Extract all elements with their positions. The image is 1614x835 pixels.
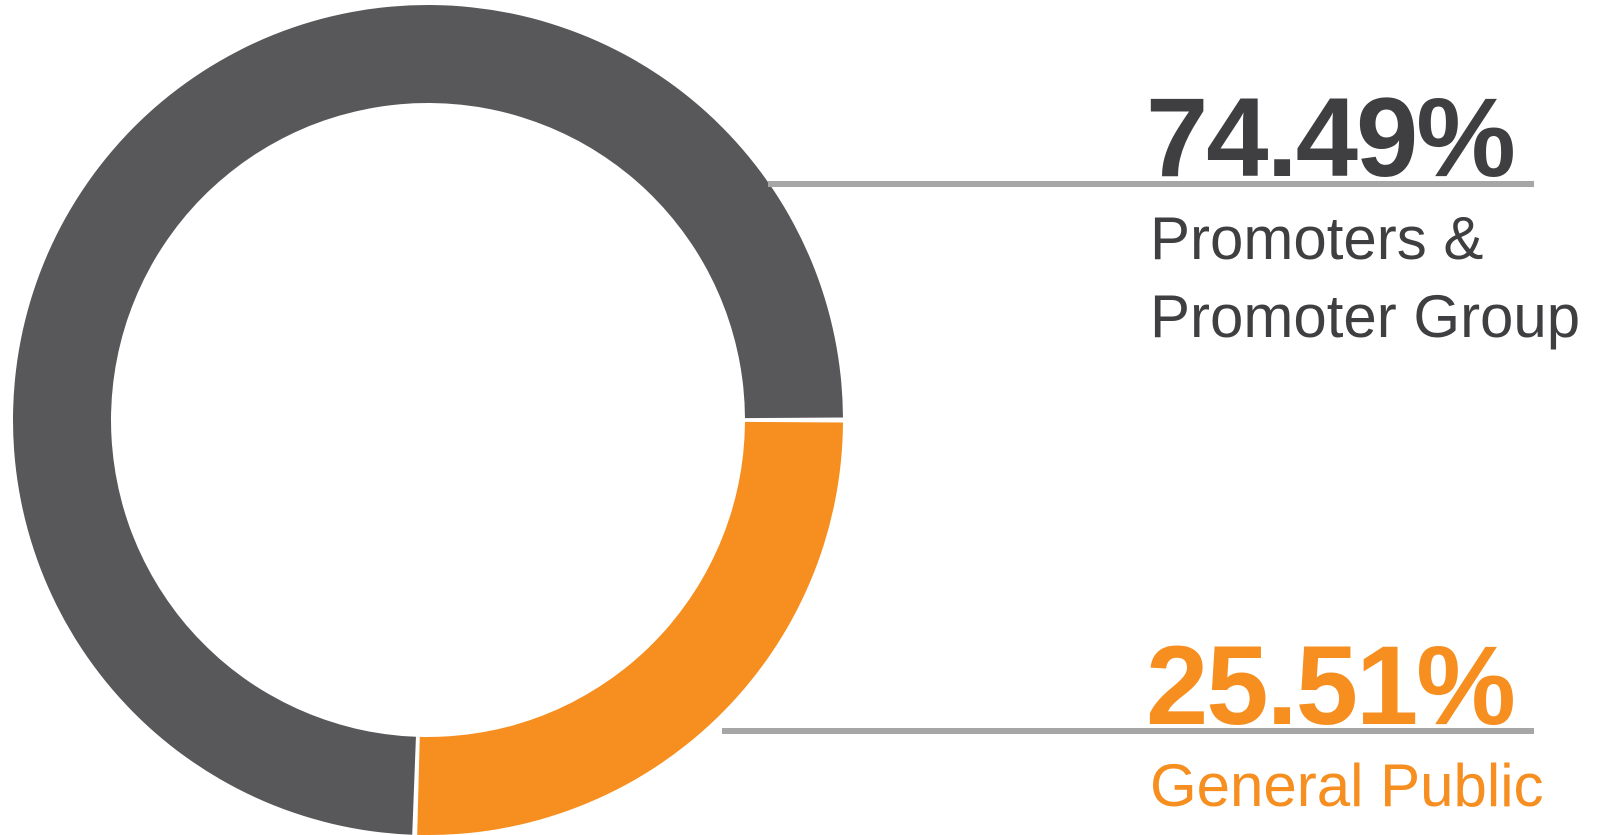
promoters-label-line-1: Promoters & [1150,205,1484,272]
general-public-label-line-1: General Public [1150,752,1544,819]
promoters-percentage-label: 74.49% [1146,75,1516,200]
promoters-label-line-2: Promoter Group [1150,283,1581,350]
leader-line-promoters [768,181,1534,187]
donut-slice-general-public [417,421,843,835]
promoters-category-label: Promoters & Promoter Group [1150,200,1580,356]
leader-line-general-public [722,728,1534,734]
general-public-percentage-label: 25.51% [1146,623,1516,748]
general-public-category-label: General Public [1150,747,1544,825]
